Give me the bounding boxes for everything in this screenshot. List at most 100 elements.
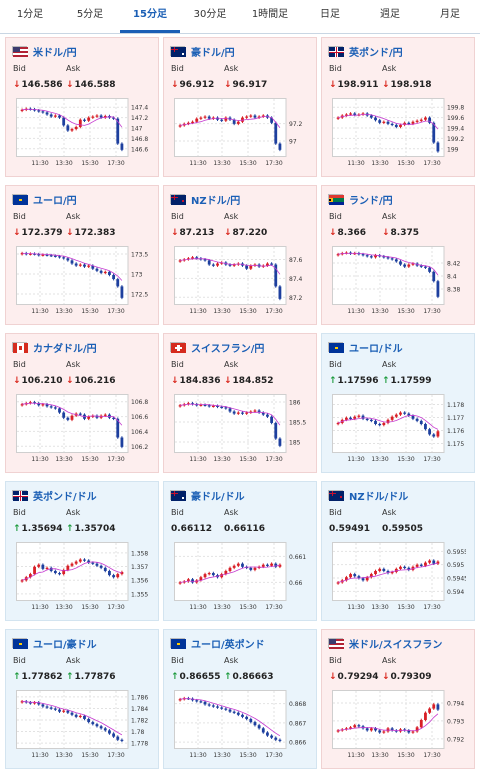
card-title[interactable]: NZドル/ドル xyxy=(328,488,409,503)
currency-pair-name[interactable]: ユーロ/豪ドル xyxy=(33,639,97,651)
card-title[interactable]: ユーロ/英ポンド xyxy=(170,636,265,651)
card-title[interactable]: 英ポンド/円 xyxy=(328,44,403,59)
card-title[interactable]: 米ドル/円 xyxy=(12,44,77,59)
currency-pair-name[interactable]: 米ドル/スイスフラン xyxy=(349,639,443,651)
x-tick-label: 15:30 xyxy=(397,456,414,463)
currency-pair-name[interactable]: 英ポンド/ドル xyxy=(33,491,97,503)
card-title[interactable]: ユーロ/豪ドル xyxy=(12,636,97,651)
candle-body xyxy=(424,266,427,268)
tab-weekly[interactable]: 週足 xyxy=(380,9,400,20)
price-chart[interactable]: 87.6 87.4 87.2 11:30 13:30 15:30 17:30 xyxy=(174,246,308,318)
price-chart[interactable]: 106.8 106.6 106.4 106.2 11:30 13:30 15:30 17:30 xyxy=(16,394,150,466)
price-chart[interactable]: 0.794 0.793 0.792 11:30 13:30 15:30 17:30 xyxy=(332,690,466,762)
currency-card[interactable]: 英ポンド/ドル Bid Ask ↑1.35694 ↑1.35704 1.358 1… xyxy=(5,481,159,621)
card-title[interactable]: ユーロ/ドル xyxy=(328,340,403,355)
currency-card[interactable]: ユーロ/豪ドル Bid Ask ↑1.77862 ↑1.77876 1.786 1… xyxy=(5,629,159,769)
bid-price: 184.836 xyxy=(179,376,221,386)
price-chart[interactable]: 199.8 199.6 199.4 199.2 199 11:30 13:30 15:30 17… xyxy=(332,98,466,170)
candle-body xyxy=(253,567,257,570)
candle-body xyxy=(216,405,219,407)
candle-body xyxy=(91,722,95,725)
ask-value: ↓184.852 xyxy=(224,376,274,386)
card-title[interactable]: スイスフラン/円 xyxy=(170,340,265,355)
card-title[interactable]: 豪ドル/円 xyxy=(170,44,235,59)
candle-body xyxy=(428,117,431,123)
currency-pair-name[interactable]: 豪ドル/円 xyxy=(191,47,235,59)
candle-body xyxy=(58,115,61,118)
currency-card[interactable]: 豪ドル/円 Bid Ask ↓96.912 ↓96.917 97.2 97 11:3… xyxy=(163,37,317,177)
currency-flag-icon xyxy=(328,490,344,501)
ask-price: 106.216 xyxy=(74,376,116,386)
card-title[interactable]: 米ドル/スイスフラン xyxy=(328,636,443,651)
price-chart[interactable]: 1.358 1.357 1.356 1.355 11:30 13:30 15:30 17:30 xyxy=(16,542,150,614)
tab-30min[interactable]: 30分足 xyxy=(193,9,227,20)
card-title[interactable]: カナダドル/円 xyxy=(12,340,97,355)
card-title[interactable]: ランド/円 xyxy=(328,192,393,207)
candle-body xyxy=(432,434,436,437)
candle-body xyxy=(187,403,190,405)
candle-body xyxy=(33,402,36,404)
price-chart[interactable]: 8.42 8.4 8.38 11:30 13:30 15:30 17:30 xyxy=(332,246,466,318)
bid-value: 0.59491 xyxy=(329,524,370,534)
currency-pair-name[interactable]: ランド/円 xyxy=(349,195,393,207)
price-chart[interactable]: 0.5955 0.595 0.5945 0.594 11:30 13:30 15:30 17:… xyxy=(332,542,466,614)
currency-pair-name[interactable]: 豪ドル/ドル xyxy=(191,491,245,503)
x-tick-label: 17:30 xyxy=(423,604,440,611)
card-title[interactable]: 英ポンド/ドル xyxy=(12,488,97,503)
price-chart[interactable]: 1.786 1.784 1.782 1.78 1.778 11:30 13:30 15:30 1… xyxy=(16,690,150,762)
currency-pair-name[interactable]: NZドル/ドル xyxy=(349,491,409,503)
candle-body xyxy=(432,704,436,709)
currency-card[interactable]: 豪ドル/ドル Bid Ask 0.66112 0.66116 0.661 0.66… xyxy=(163,481,317,621)
candle-body xyxy=(403,412,407,414)
candle-body xyxy=(41,404,45,406)
price-chart[interactable]: 0.661 0.66 11:30 13:30 15:30 17:30 xyxy=(174,542,308,614)
candle-body xyxy=(411,263,415,265)
price-chart[interactable]: 1.178 1.177 1.176 1.175 11:30 13:30 15:30 17:30 xyxy=(332,394,466,466)
x-tick-label: 15:30 xyxy=(239,308,256,315)
price-chart[interactable]: 186 185.5 185 11:30 13:30 15:30 17:30 xyxy=(174,394,308,466)
currency-card[interactable]: ユーロ/円 Bid Ask ↓172.379 ↓172.383 173.5 173… xyxy=(5,185,159,325)
candle-body xyxy=(270,735,273,738)
tab-5min[interactable]: 5分足 xyxy=(76,9,104,20)
card-title[interactable]: NZドル/円 xyxy=(170,192,241,207)
ask-direction-arrow-icon: ↓ xyxy=(382,672,390,682)
bid-value: ↑1.17596 xyxy=(329,376,379,386)
ask-price: 0.59505 xyxy=(382,524,423,534)
tab-daily[interactable]: 日足 xyxy=(320,9,340,20)
tab-monthly[interactable]: 月足 xyxy=(440,9,460,20)
currency-card[interactable]: 英ポンド/円 Bid Ask ↓198.911 ↓198.918 199.8 19… xyxy=(321,37,475,177)
price-chart[interactable]: 97.2 97 11:30 13:30 15:30 17:30 xyxy=(174,98,308,170)
tab-15min[interactable]: 15分足 xyxy=(120,0,180,33)
card-title[interactable]: 豪ドル/ドル xyxy=(170,488,245,503)
currency-pair-name[interactable]: スイスフラン/円 xyxy=(191,343,265,355)
x-tick-label: 15:30 xyxy=(81,456,98,463)
currency-card[interactable]: ユーロ/英ポンド Bid Ask ↑0.86655 ↑0.86663 0.868… xyxy=(163,629,317,769)
bid-price: 0.66112 xyxy=(171,524,212,534)
currency-pair-name[interactable]: NZドル/円 xyxy=(191,195,241,207)
price-chart[interactable]: 173.5 173 172.5 11:30 13:30 15:30 17:30 xyxy=(16,246,150,318)
currency-pair-name[interactable]: ユーロ/英ポンド xyxy=(191,639,265,651)
chart-plot-area xyxy=(174,98,287,157)
ask-price: 1.77876 xyxy=(74,672,116,682)
currency-card[interactable]: ランド/円 Bid Ask ↓8.366 ↓8.375 8.42 8.4 8.38 1… xyxy=(321,185,475,325)
currency-card[interactable]: スイスフラン/円 Bid Ask ↓184.836 ↓184.852 186 18… xyxy=(163,333,317,473)
tab-1min[interactable]: 1分足 xyxy=(16,9,44,20)
card-title[interactable]: ユーロ/円 xyxy=(12,192,77,207)
currency-pair-name[interactable]: ユーロ/ドル xyxy=(349,343,403,355)
currency-card[interactable]: ユーロ/ドル Bid Ask ↑1.17596 ↑1.17599 1.178 1.… xyxy=(321,333,475,473)
currency-card[interactable]: 米ドル/円 Bid Ask ↓146.586 ↓146.588 147.4 147… xyxy=(5,37,159,177)
bid-label: Bid xyxy=(329,212,342,221)
currency-pair-name[interactable]: 英ポンド/円 xyxy=(349,47,403,59)
currency-card[interactable]: NZドル/ドル Bid Ask 0.59491 0.59505 0.5955 0.… xyxy=(321,481,475,621)
currency-card[interactable]: カナダドル/円 Bid Ask ↓106.210 ↓106.216 106.8 1… xyxy=(5,333,159,473)
price-chart[interactable]: 147.4 147.2 147 146.8 146.6 11:30 13:30 15:30 17… xyxy=(16,98,150,170)
price-chart[interactable]: 0.868 0.867 0.866 11:30 13:30 15:30 17:30 xyxy=(174,690,308,762)
currency-pair-name[interactable]: ユーロ/円 xyxy=(33,195,77,207)
y-tick-label: 1.176 xyxy=(447,428,464,435)
candlestick-chart: 97.2 97 11:30 13:30 15:30 17:30 xyxy=(174,98,303,167)
currency-card[interactable]: 米ドル/スイスフラン Bid Ask ↓0.79294 ↓0.79309 0.7… xyxy=(321,629,475,769)
currency-pair-name[interactable]: カナダドル/円 xyxy=(33,343,97,355)
tab-1hour[interactable]: 1時間足 xyxy=(251,9,289,20)
currency-card[interactable]: NZドル/円 Bid Ask ↓87.213 ↓87.220 87.6 87.4 8… xyxy=(163,185,317,325)
currency-pair-name[interactable]: 米ドル/円 xyxy=(33,47,77,59)
